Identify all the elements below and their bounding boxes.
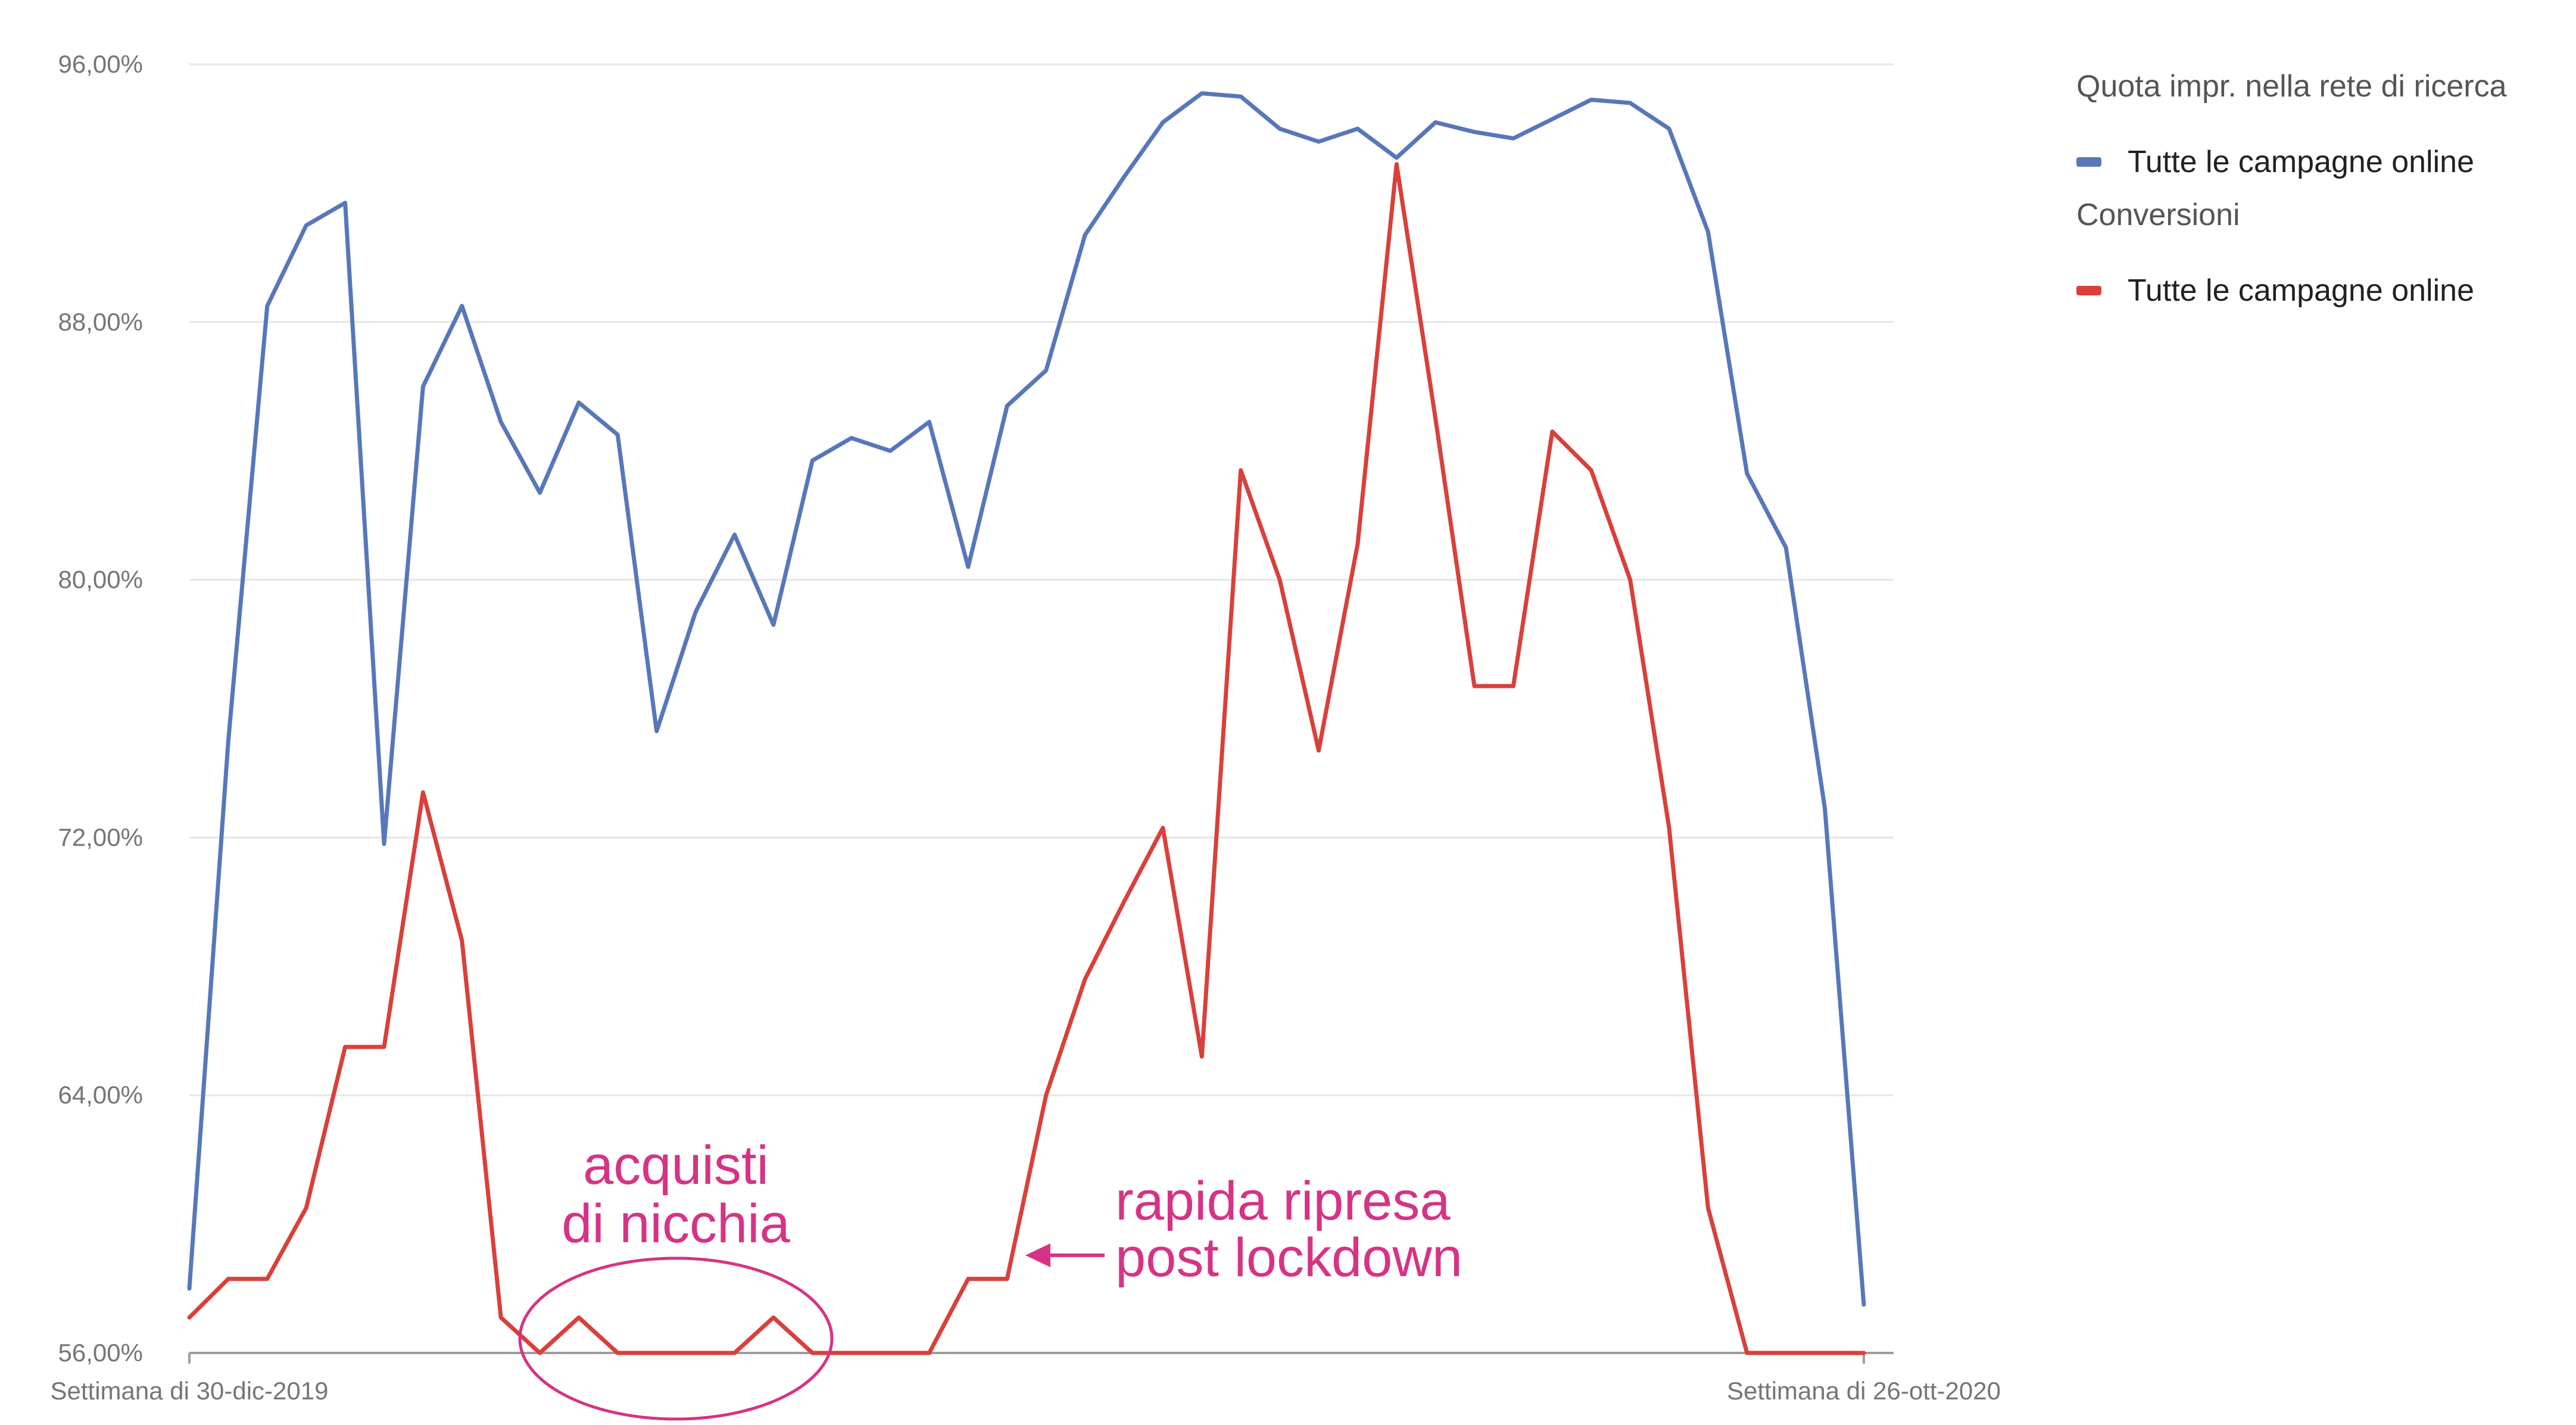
x-tick-label: Settimana di 26-ott-2020 <box>1727 1377 2001 1405</box>
y-tick-label: 56,00% <box>58 1339 143 1367</box>
annotation-arrow-head <box>1025 1243 1050 1267</box>
series-line-impression-share <box>187 91 1866 1307</box>
annotation-recovery-line2: post lockdown <box>1115 1227 1462 1288</box>
x-axis-ticks: Settimana di 30-dic-2019 Settimana di 26-… <box>51 1353 2001 1405</box>
y-tick-label: 88,00% <box>58 308 143 336</box>
series-line-conversions <box>187 162 1866 1355</box>
y-axis-labels: 56,00% 64,00% 72,00% 80,00% 88,00% 96,00% <box>58 50 143 1367</box>
y-tick-label: 80,00% <box>58 566 143 594</box>
legend: Quota impr. nella rete di ricerca Tutte … <box>2076 66 2507 323</box>
annotation-niche-line1: acquisti <box>583 1135 769 1196</box>
x-tick-label: Settimana di 30-dic-2019 <box>51 1377 329 1405</box>
legend-label-impression-share: Tutte le campagne online <box>2128 145 2475 179</box>
legend-swatch-blue <box>2076 157 2101 167</box>
annotation-ellipse <box>518 1256 834 1421</box>
legend-header-conversions: Conversioni <box>2076 198 2240 232</box>
legend-item-conversions[interactable]: Tutte le campagne online <box>2076 258 2507 323</box>
gridlines <box>189 63 1894 1096</box>
annotation-niche-line2: di nicchia <box>562 1193 790 1254</box>
legend-header-impression-share: Quota impr. nella rete di ricerca <box>2076 69 2507 104</box>
legend-item-impression-share[interactable]: Tutte le campagne online <box>2076 130 2507 194</box>
annotation-recovery-line1: rapida ripresa <box>1115 1171 1451 1231</box>
series-lines <box>187 91 1866 1355</box>
y-tick-label: 72,00% <box>58 823 143 851</box>
y-tick-label: 64,00% <box>58 1081 143 1109</box>
annotations: acquisti di nicchia rapida ripresa post … <box>518 1135 1462 1421</box>
legend-swatch-red <box>2076 286 2101 295</box>
legend-label-conversions: Tutte le campagne online <box>2128 273 2475 308</box>
y-tick-label: 96,00% <box>58 50 143 78</box>
